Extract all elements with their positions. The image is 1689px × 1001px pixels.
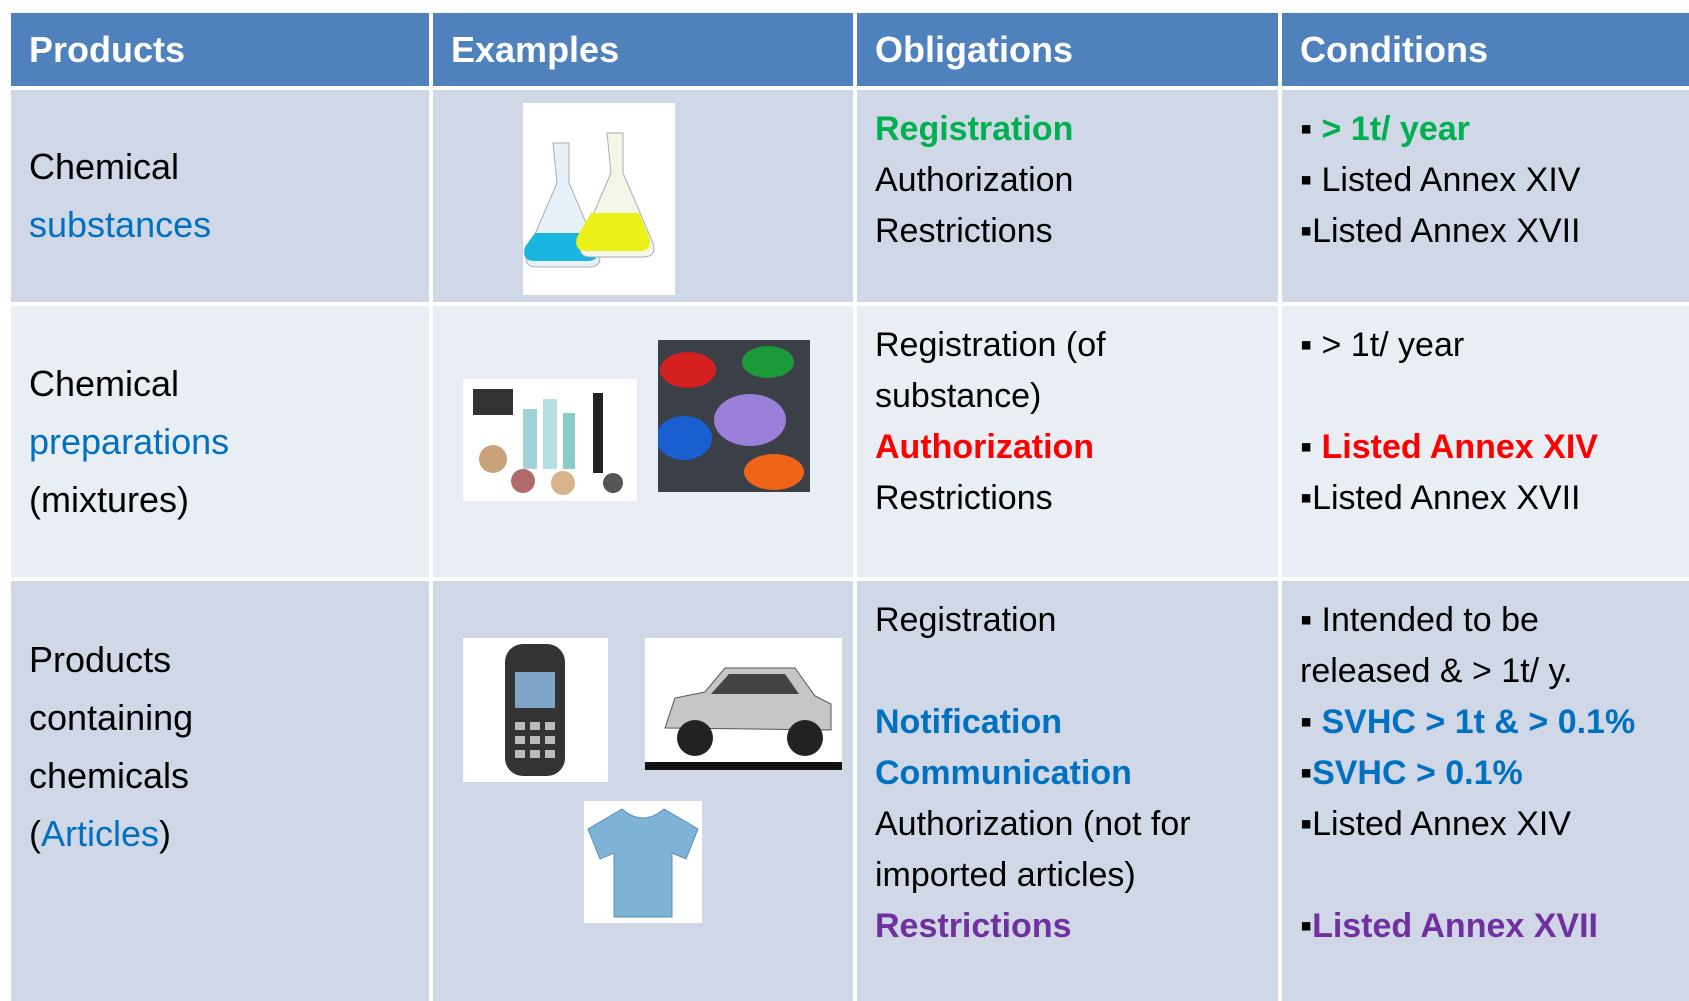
text: Chemical (29, 362, 180, 404)
text: substance) (875, 377, 1042, 415)
text: Authorization (not for (875, 805, 1191, 843)
text: Listed Annex XVII (1300, 901, 1671, 952)
text: released & > 1t/ y. (1300, 652, 1573, 690)
text: SVHC > 0.1% (1300, 748, 1671, 799)
obligations-cell: Registration (of substance) Authorizatio… (857, 306, 1278, 577)
text: Restrictions (875, 479, 1053, 517)
header-cell: Products (11, 13, 429, 86)
text: Articles (41, 813, 160, 854)
text: > 1t/ year (1300, 320, 1671, 371)
product-cell: Chemical substances (11, 90, 429, 302)
text: ( (29, 813, 41, 854)
examples-cell (433, 306, 853, 577)
obligations-cell: Registration Notification Communication … (857, 581, 1278, 1001)
text: imported articles) (875, 856, 1136, 894)
text: Authorization (875, 428, 1095, 466)
text: Notification (875, 703, 1062, 741)
text: Registration (of (875, 326, 1106, 364)
text: Restrictions (875, 212, 1053, 250)
text: > 1t/ year (1300, 104, 1671, 155)
text: Products (29, 639, 172, 680)
header-cell: Obligations (857, 13, 1278, 86)
header-cell: Examples (433, 13, 853, 86)
conditions-cell: Intended to be released & > 1t/ y. SVHC … (1282, 581, 1689, 1001)
text: Listed Annex XIV (1300, 422, 1671, 473)
text: preparations (29, 420, 230, 462)
product-cell: Products containing chemicals (Articles) (11, 581, 429, 1001)
text: substances (29, 204, 212, 245)
flasks-image (523, 103, 675, 295)
text: ) (159, 813, 172, 854)
phone-image (463, 638, 608, 782)
paint-cans-image (658, 340, 810, 492)
text: Communication (875, 754, 1132, 792)
conditions-cell: > 1t/ year Listed Annex XIV Listed Annex… (1282, 90, 1689, 302)
text: chemicals (29, 755, 190, 796)
shirt-image (584, 801, 702, 923)
examples-cell (433, 90, 853, 302)
text: Restrictions (875, 907, 1072, 945)
obligations-cell: Registration Authorization Restrictions (857, 90, 1278, 302)
text: Listed Annex XIV (1300, 155, 1671, 206)
cosmetics-image (463, 379, 637, 501)
table: Products Examples Obligations Conditions… (11, 13, 1689, 1001)
car-image (645, 638, 842, 770)
conditions-cell: > 1t/ year Listed Annex XIV Listed Annex… (1282, 306, 1689, 577)
text: Registration (875, 601, 1057, 639)
text: (mixtures) (29, 478, 189, 520)
examples-cell (433, 581, 853, 1001)
text: Listed Annex XIV (1300, 799, 1671, 850)
text: Chemical (29, 146, 180, 187)
text: SVHC > 1t & > 0.1% (1300, 697, 1671, 748)
header-cell: Conditions (1282, 13, 1689, 86)
text: containing (29, 697, 194, 738)
product-cell: Chemical preparations (mixtures) (11, 306, 429, 577)
text: Registration (875, 110, 1074, 148)
text: Authorization (875, 161, 1074, 199)
text: Listed Annex XVII (1300, 206, 1671, 257)
text: Listed Annex XVII (1300, 473, 1671, 524)
text: Intended to be (1300, 595, 1671, 646)
